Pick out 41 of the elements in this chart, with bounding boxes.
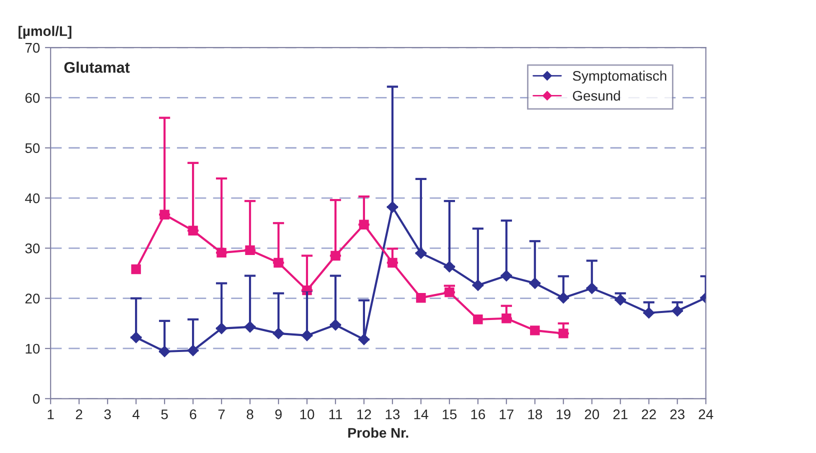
x-tick-label: 22 [642, 409, 656, 420]
x-tick-label: 18 [528, 409, 542, 420]
x-tick-label: 1 [48, 410, 54, 420]
x-tick-label: 15 [442, 410, 457, 420]
x-tick-label: 7 [218, 410, 225, 420]
x-tick-label: 8 [246, 409, 254, 420]
x-tick-label: 9 [275, 409, 282, 420]
x-tick-label: 14 [414, 410, 428, 420]
x-tick-label: 6 [190, 409, 196, 420]
x-tick-label: 23 [670, 409, 684, 420]
y-tick-label: 40 [25, 193, 40, 204]
point [530, 326, 540, 336]
x-tick-label: 11 [329, 410, 342, 420]
x-tick-label: 24 [698, 409, 714, 420]
x-tick-label: 3 [104, 409, 111, 420]
point [131, 264, 141, 274]
y-axis-title: [µmol/L] [18, 26, 72, 39]
x-tick-label: 2 [76, 409, 82, 420]
legend-label: Symptomatisch [572, 70, 666, 84]
x-tick-label: 12 [357, 409, 371, 420]
x-tick-label: 13 [386, 409, 400, 420]
legend-label: Gesund [572, 90, 620, 101]
x-tick-label: 17 [500, 410, 514, 420]
y-tick-label: 60 [25, 93, 40, 103]
y-tick-label: 30 [25, 244, 40, 254]
text: Glutamat [64, 62, 130, 73]
y-tick-label: 0 [32, 394, 40, 404]
x-tick-label: 16 [471, 409, 486, 420]
x-tick-label: 20 [584, 409, 600, 420]
y-tick-label: 50 [25, 143, 40, 154]
x-tick-label: 10 [300, 409, 314, 420]
x-tick-label: 19 [556, 409, 570, 420]
x-tick-label: 5 [161, 410, 168, 420]
point [473, 314, 483, 324]
y-tick-label: 70 [25, 42, 40, 53]
x-tick-label: 21 [613, 409, 628, 420]
y-tick-label: 10 [26, 344, 40, 354]
y-tick-label: 20 [25, 294, 40, 304]
x-axis-title: Probe Nr. [348, 428, 408, 438]
point [416, 292, 426, 303]
x-tick-label: 4 [132, 410, 140, 420]
